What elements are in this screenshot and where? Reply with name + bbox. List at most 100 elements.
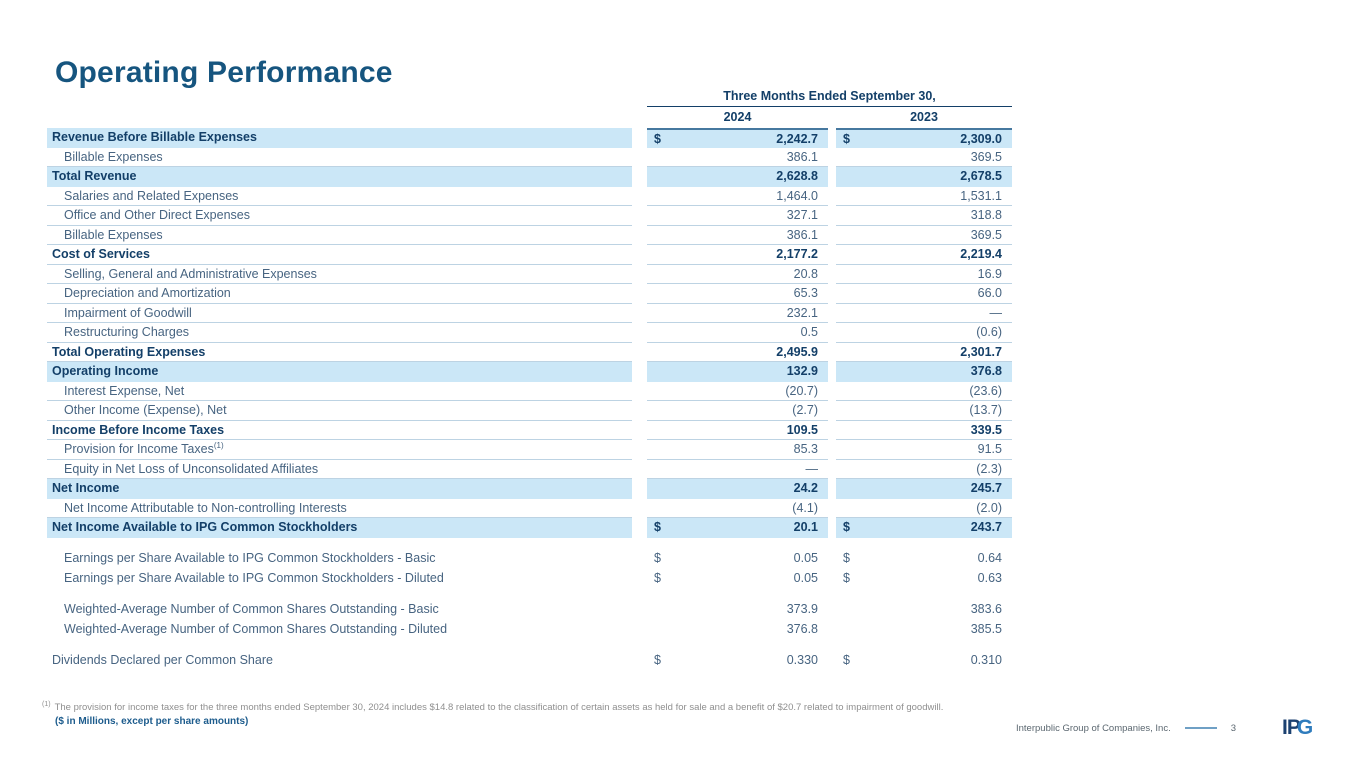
page-number: 3	[1230, 722, 1237, 734]
table-row: Restructuring Charges 0.5 (0.6)	[47, 323, 1012, 343]
value-2023: (13.7)	[836, 401, 1012, 421]
value-2024: 20.8	[647, 265, 828, 284]
column-gap	[632, 323, 647, 343]
value-2023: 318.8	[836, 206, 1012, 226]
footnote-text: The provision for income taxes for the t…	[54, 702, 944, 714]
table-row: Salaries and Related Expenses 1,464.0 1,…	[47, 187, 1012, 207]
value-2023: 385.5	[970, 621, 1002, 636]
row-label: Weighted-Average Number of Common Shares…	[64, 601, 439, 616]
value-2024: 376.8	[786, 621, 818, 636]
value-2023: 1,531.1	[836, 187, 1012, 206]
footnote-marker: (1)	[42, 701, 51, 708]
dollar-sign: $	[654, 550, 661, 565]
table-row: Office and Other Direct Expenses 327.1 3…	[47, 206, 1012, 226]
row-label: Earnings per Share Available to IPG Comm…	[64, 570, 444, 585]
value-2023: $2,309.0	[836, 128, 1012, 148]
value-2024: 2,628.8	[647, 167, 828, 187]
value-2024: 24.2	[647, 479, 828, 499]
value-2024: 109.5	[647, 421, 828, 440]
column-gap	[632, 284, 647, 304]
value-2023: —	[836, 304, 1012, 323]
value-2023: $0.310	[836, 650, 1012, 670]
year-headers: 2024 2023	[647, 107, 1012, 127]
column-gap	[632, 245, 647, 265]
column-gap	[632, 187, 647, 207]
row-label: Depreciation and Amortization	[47, 284, 632, 304]
footer: Interpublic Group of Companies, Inc. 3 I…	[1016, 716, 1313, 740]
value-2023: $243.7	[836, 518, 1012, 538]
value-2024: $0.330	[647, 650, 828, 670]
value-2023: 369.5	[836, 148, 1012, 167]
column-gap	[828, 401, 836, 421]
row-label: Office and Other Direct Expenses	[47, 206, 632, 226]
table-row: Other Income (Expense), Net (2.7) (13.7)	[47, 401, 1012, 421]
value-2024: 0.5	[647, 323, 828, 343]
column-gap	[632, 148, 647, 168]
value-2024: (2.7)	[647, 401, 828, 421]
column-gap	[632, 362, 647, 382]
table-row: Net Income Attributable to Non-controlli…	[47, 499, 1012, 519]
value-2024: 232.1	[647, 304, 828, 323]
value-2024: 386.1	[647, 148, 828, 167]
column-gap	[828, 323, 836, 343]
value-2023: 369.5	[836, 226, 1012, 245]
value-2024: 132.9	[647, 362, 828, 382]
value-2023: 16.9	[836, 265, 1012, 284]
column-gap	[828, 479, 836, 499]
table-row: Net Income Available to IPG Common Stock…	[47, 518, 1012, 538]
row-label: Interest Expense, Net	[47, 382, 632, 401]
year-header-2023: 2023	[910, 110, 938, 124]
units-note: ($ in Millions, except per share amounts…	[55, 716, 249, 727]
row-label: Net Income Attributable to Non-controlli…	[47, 499, 632, 518]
value-2023: $0.63	[836, 568, 1012, 588]
column-gap	[828, 440, 836, 460]
table-row: Selling, General and Administrative Expe…	[47, 265, 1012, 284]
column-gap	[632, 440, 647, 460]
value-2023: 339.5	[836, 421, 1012, 440]
table-row: Weighted-Average Number of Common Shares…	[47, 599, 1012, 619]
value-2024: 85.3	[647, 440, 828, 460]
financial-table: Revenue Before Billable Expenses $2,242.…	[47, 128, 1012, 670]
value-2023: 383.6	[970, 601, 1002, 616]
column-gap	[632, 568, 647, 588]
table-row: Total Revenue 2,628.8 2,678.5	[47, 167, 1012, 187]
value-2023: 2,219.4	[836, 245, 1012, 265]
row-label: Operating Income	[47, 362, 632, 382]
column-gap	[632, 619, 647, 639]
row-label: Other Income (Expense), Net	[47, 401, 632, 421]
column-gap	[632, 343, 647, 363]
value-2024: 1,464.0	[647, 187, 828, 206]
table-row: Cost of Services 2,177.2 2,219.4	[47, 245, 1012, 265]
table-row: Earnings per Share Available to IPG Comm…	[47, 548, 1012, 568]
footnote: (1) The provision for income taxes for th…	[42, 699, 1082, 714]
column-gap	[632, 599, 647, 619]
value-2023: 91.5	[836, 440, 1012, 460]
ipg-logo-icon: I P G	[1282, 716, 1313, 739]
column-gap	[828, 226, 836, 246]
column-gap	[828, 421, 836, 441]
column-gap	[828, 284, 836, 304]
row-label: Total Revenue	[47, 167, 632, 187]
value-2024: 386.1	[647, 226, 828, 245]
column-gap	[828, 518, 836, 538]
value-2023: (23.6)	[836, 382, 1012, 401]
column-gap	[632, 382, 647, 402]
row-label: Selling, General and Administrative Expe…	[47, 265, 632, 284]
value-2024: —	[647, 460, 828, 479]
table-row: Net Income 24.2 245.7	[47, 479, 1012, 499]
value-2023: 2,678.5	[836, 167, 1012, 187]
column-gap	[828, 206, 836, 226]
table-period-header: Three Months Ended September 30, 2024 20…	[647, 88, 1012, 127]
value-2024: 2,495.9	[647, 343, 828, 362]
column-gap	[828, 499, 836, 519]
value-2023: 376.8	[836, 362, 1012, 382]
row-label: Net Income	[47, 479, 632, 499]
value-2024: 2,177.2	[647, 245, 828, 265]
period-header-label: Three Months Ended September 30,	[647, 88, 1012, 107]
value-2024: (20.7)	[647, 382, 828, 401]
value-2024: $0.05	[647, 568, 828, 588]
column-gap	[828, 245, 836, 265]
row-label: Impairment of Goodwill	[47, 304, 632, 323]
value-2023: 245.7	[836, 479, 1012, 499]
column-gap	[632, 226, 647, 246]
